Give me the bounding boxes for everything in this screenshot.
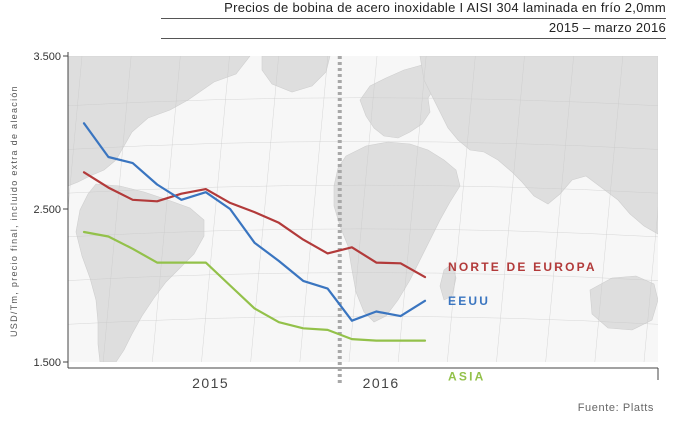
graticule-parallel [68,141,658,150]
series-label-1: EEUU [448,294,490,308]
map-land-north-america [68,56,251,187]
y-tick-label: 3.500 [33,51,61,63]
series-label-2: ASIA [448,370,485,384]
graticule-meridian [643,206,658,362]
graticule-meridian [250,56,279,362]
graticule-meridian [299,56,329,362]
graticule-parallel [68,184,658,194]
series-label-0: NORTE DE EUROPA [448,260,597,274]
labels-group: NORTE DE EUROPA EEUU ASIA [448,260,597,384]
map-land-asia [419,56,658,235]
title-rule [161,18,666,19]
graticule-meridian [447,56,476,362]
x-axis-label: 2015 [192,375,229,391]
graticule-meridian [545,56,574,362]
map-land-australia [589,275,658,331]
chart: 3.500 2.500 1.500 USD/Tm, precio final, inc… [9,51,659,391]
graticule-meridian [397,56,427,362]
graticule-meridian [594,56,624,362]
graticule-parallel [68,97,658,106]
y-tick-label: 2.500 [33,204,61,216]
map-background [68,56,658,362]
chart-title: Precios de bobina de acero inoxidable I … [224,0,666,15]
map-land-south-america [75,183,205,362]
graticule-parallel [68,228,658,238]
graticule-meridian [152,56,181,362]
map-land-greenland [261,56,331,93]
series-group [82,122,427,342]
graticule-meridian [496,56,525,362]
y-axis-label: USD/Tm, precio final, incluido extra de … [9,85,19,337]
chart-subtitle: 2015 – marzo 2016 [548,20,666,35]
source-note: Fuente: Platts [577,402,654,414]
series-line-2 [82,230,427,342]
series-line-1 [82,122,427,322]
graticule-meridian [348,56,378,362]
map-land-europe [359,63,441,139]
y-tick-label: 1.500 [33,357,61,369]
series-line-0 [82,171,427,279]
map-graticule [68,56,658,362]
x-axis-label: 2016 [363,375,400,391]
graticule-meridian [102,56,132,362]
map-land [68,56,658,362]
graticule-meridian [68,56,83,212]
graticule-meridian [201,56,230,362]
graticule-parallel [68,272,658,281]
axes: 3.500 2.500 1.500 USD/Tm, precio final, inc… [9,51,659,391]
subtitle-rule [161,38,666,39]
